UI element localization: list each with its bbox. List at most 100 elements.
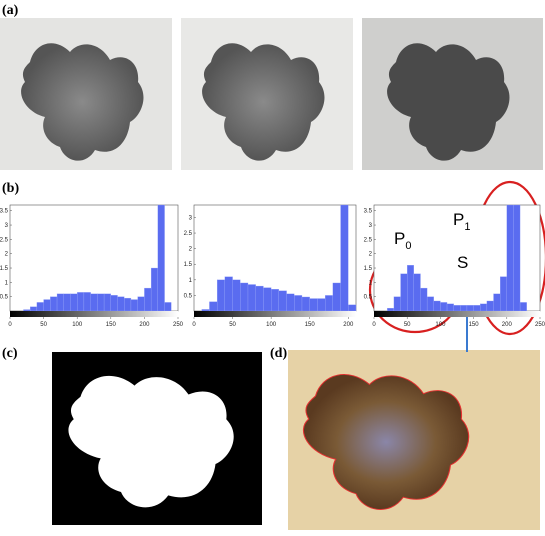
bar xyxy=(278,290,287,312)
y-tick-label: 1.5 xyxy=(0,266,9,272)
y-tick-label: 2.5 xyxy=(364,237,373,243)
bar xyxy=(263,287,272,312)
x-tick-label: 100 xyxy=(266,322,277,328)
bar xyxy=(506,204,514,312)
colorbar xyxy=(10,311,178,317)
bar xyxy=(332,282,341,312)
x-tick-label: 50 xyxy=(229,322,236,328)
bar xyxy=(317,298,326,312)
y-tick-label: 3.5 xyxy=(364,209,373,215)
bar xyxy=(486,300,494,312)
bar xyxy=(466,305,474,312)
bar xyxy=(70,293,78,312)
panel-label: (d) xyxy=(270,346,287,361)
annotation-text: S xyxy=(457,253,468,272)
bar xyxy=(340,204,349,312)
bar xyxy=(56,293,64,312)
x-tick-label: 150 xyxy=(469,322,480,328)
bar xyxy=(130,299,138,312)
panel-label: (a) xyxy=(2,3,19,18)
annotation-text: P xyxy=(453,210,464,229)
y-tick-label: 1.5 xyxy=(364,266,373,272)
x-tick-label: 250 xyxy=(173,322,184,328)
bar xyxy=(324,295,334,312)
x-tick-label: 0 xyxy=(8,322,12,328)
bar xyxy=(117,296,125,312)
bar xyxy=(137,296,145,312)
colorbar xyxy=(194,311,356,317)
x-tick-label: 0 xyxy=(192,322,196,328)
bar xyxy=(63,293,71,312)
colorbar xyxy=(374,311,540,317)
bar xyxy=(348,304,357,312)
y-tick-label: 0.5 xyxy=(184,293,193,299)
panel-label: (b) xyxy=(2,181,19,196)
panel-label: (c) xyxy=(2,346,18,361)
x-tick-label: 200 xyxy=(139,322,150,328)
annotation-sub: 0 xyxy=(405,240,411,252)
bar xyxy=(440,302,448,312)
y-tick-label: 2.5 xyxy=(184,231,193,237)
y-tick-label: 1 xyxy=(369,280,373,286)
bar xyxy=(255,285,264,312)
bar xyxy=(150,267,158,312)
bar xyxy=(97,293,105,312)
annotation-text: P xyxy=(394,229,405,248)
bar xyxy=(413,273,421,312)
y-tick-label: 3.5 xyxy=(0,209,9,215)
annotation: S xyxy=(457,253,468,272)
bar xyxy=(144,287,152,312)
bar xyxy=(407,265,414,312)
bar xyxy=(270,289,280,312)
x-tick-label: 100 xyxy=(435,322,446,328)
x-tick-label: 50 xyxy=(40,322,47,328)
y-tick-label: 0.5 xyxy=(0,295,9,301)
x-tick-label: 50 xyxy=(404,322,411,328)
bar xyxy=(103,293,111,312)
bar xyxy=(301,296,310,312)
bar xyxy=(247,284,256,312)
bar xyxy=(43,299,51,312)
bar xyxy=(30,306,38,312)
bar xyxy=(240,282,249,312)
bar xyxy=(420,287,428,312)
bar xyxy=(294,295,303,312)
bar xyxy=(453,305,461,312)
x-tick-label: 0 xyxy=(372,322,376,328)
bar xyxy=(201,309,210,312)
y-tick-label: 2 xyxy=(189,247,193,253)
bar xyxy=(433,300,441,312)
bar xyxy=(157,204,165,312)
bar xyxy=(309,298,318,312)
y-tick-label: 0.5 xyxy=(364,295,373,301)
bar xyxy=(36,302,44,312)
bar xyxy=(50,296,58,312)
annotation-sub: 1 xyxy=(464,221,470,233)
bar xyxy=(164,302,172,312)
y-tick-label: 3 xyxy=(189,215,193,221)
bar xyxy=(400,273,408,312)
bar xyxy=(90,293,98,312)
x-tick-label: 100 xyxy=(72,322,83,328)
bar xyxy=(83,292,91,312)
bar xyxy=(500,276,507,312)
bar xyxy=(77,292,85,312)
y-tick-label: 2 xyxy=(369,252,373,258)
y-tick-label: 3 xyxy=(369,223,373,229)
bar xyxy=(216,279,226,312)
bar xyxy=(286,293,295,312)
y-tick-label: 3 xyxy=(5,223,9,229)
x-tick-label: 200 xyxy=(502,322,513,328)
annotation: P1 xyxy=(453,210,470,233)
y-tick-label: 1 xyxy=(189,278,193,284)
bar xyxy=(232,279,241,312)
y-tick-label: 2.5 xyxy=(0,237,9,243)
bar xyxy=(224,276,233,312)
y-tick-label: 2 xyxy=(5,252,9,258)
x-tick-label: 150 xyxy=(305,322,316,328)
bar xyxy=(393,296,401,312)
x-tick-label: 200 xyxy=(343,322,354,328)
bar xyxy=(460,305,468,312)
bar xyxy=(446,303,454,312)
bar xyxy=(493,293,501,312)
